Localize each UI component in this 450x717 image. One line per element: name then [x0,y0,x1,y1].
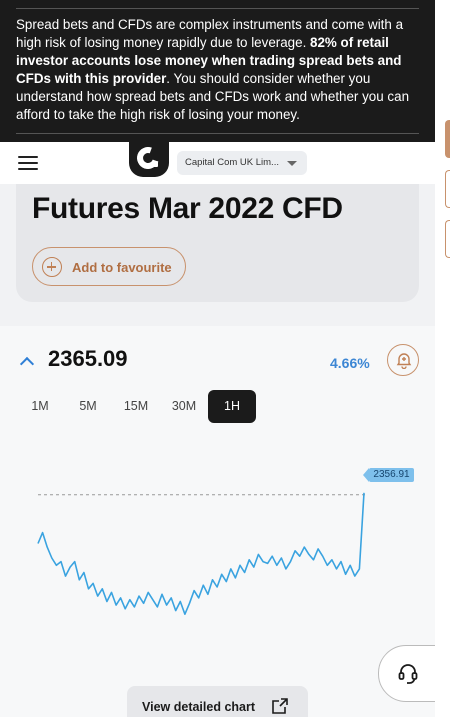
price-change-percent: 4.66% [330,355,370,371]
current-price: 2365.09 [48,346,128,371]
warning-bottom-divider [16,133,419,134]
tab-15m[interactable]: 15M [123,399,149,413]
support-chat-button[interactable] [378,645,436,702]
last-price-label: 2356.91 [363,468,414,482]
tab-30m[interactable]: 30M [171,399,197,413]
instrument-header-card: Futures Mar 2022 CFD Add to favourite [16,184,419,302]
bell-plus-icon [396,353,412,369]
entity-selector-label: Capital Com UK Lim... [185,157,279,168]
risk-warning-bold: 82% of retail investor accounts lose mon… [16,35,402,86]
side-panel-edge [435,0,450,717]
view-detailed-chart-label: View detailed chart [142,700,256,714]
capital-com-logo-icon[interactable] [129,142,169,177]
view-detailed-chart-button[interactable]: View detailed chart [127,686,308,717]
side-tab-2[interactable] [445,170,450,208]
price-series-line [37,492,365,615]
risk-warning-text: Spread bets and CFDs are complex instrum… [16,17,410,122]
hamburger-menu-icon[interactable] [18,156,38,170]
headset-support-icon [398,664,418,684]
add-to-favourite-label: Add to favourite [72,260,172,275]
price-alert-button[interactable] [387,344,419,376]
tab-1m[interactable]: 1M [31,399,49,413]
caret-down-icon [287,161,297,166]
price-section: 2365.09 4.66% 1M 5M 15M 30M 1H 2356.91 V… [0,326,435,717]
side-tab-1[interactable] [445,120,450,158]
price-line-chart[interactable] [0,461,435,631]
add-to-favourite-button[interactable]: Add to favourite [32,247,186,286]
instrument-title: Futures Mar 2022 CFD [32,192,343,225]
plus-circle-icon [42,257,62,277]
tab-1h[interactable]: 1H [208,390,256,423]
top-navbar: Capital Com UK Lim... [0,142,435,184]
expand-icon [272,698,288,714]
tab-5m[interactable]: 5M [79,399,97,413]
entity-selector[interactable]: Capital Com UK Lim... [177,151,307,175]
risk-warning-banner: Spread bets and CFDs are complex instrum… [0,0,435,142]
chevron-up-icon [19,356,35,372]
warning-top-divider [16,8,419,9]
side-tab-3[interactable] [445,220,450,258]
